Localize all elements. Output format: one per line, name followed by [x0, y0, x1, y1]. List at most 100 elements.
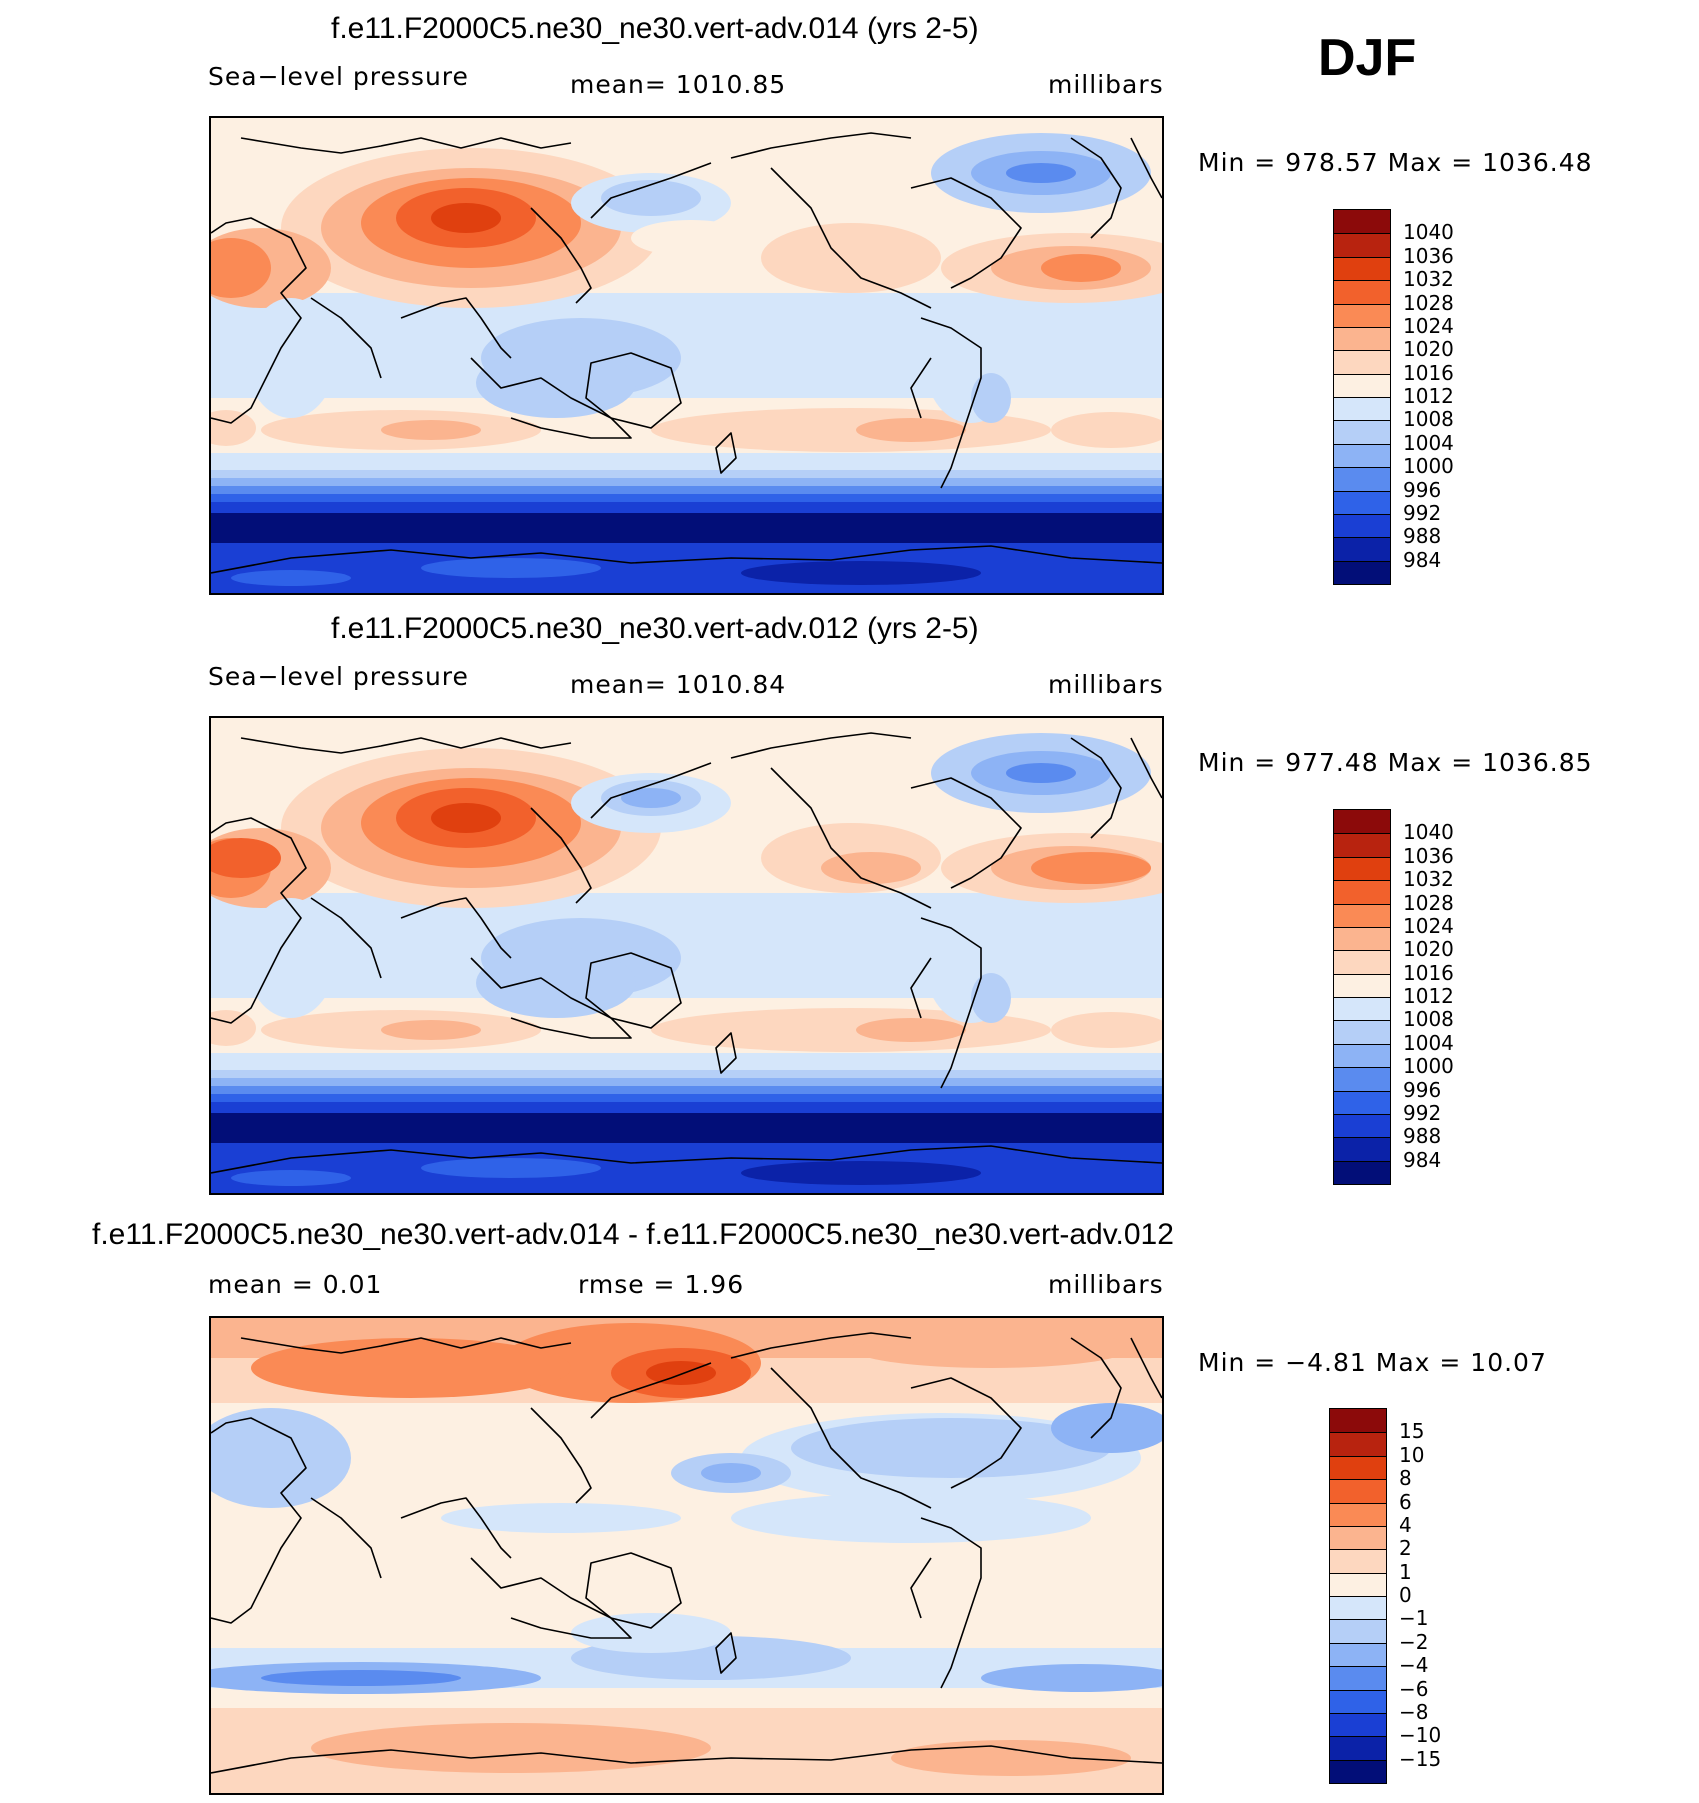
australia-coastline [585, 1552, 682, 1629]
contour-band [211, 486, 1162, 496]
coastline [730, 1332, 912, 1359]
contour-band [211, 470, 1162, 480]
contour-region [1051, 1403, 1162, 1453]
panel-2-map-svg [211, 718, 1162, 1193]
colorbar-swatch [1330, 1572, 1386, 1596]
colorbar-tick-label: 984 [1403, 1147, 1442, 1172]
colorbar-tick-label: 1040 [1403, 820, 1454, 845]
colorbar-tick-label: 1020 [1403, 937, 1454, 962]
coastline [530, 807, 592, 904]
colorbar-swatch [1334, 950, 1390, 974]
contour-region [211, 1010, 256, 1046]
panel-1-mean-label: mean= 1010.85 [570, 70, 787, 99]
coastline [240, 137, 572, 154]
contour-region [571, 1613, 731, 1653]
colorbar-swatch [1334, 420, 1390, 444]
new-zealand-coastline [715, 1632, 737, 1674]
coastline [240, 737, 572, 754]
contour-region [231, 1170, 351, 1186]
panel-1-minmax-label: Min = 978.57 Max = 1036.48 [1198, 148, 1593, 177]
colorbar-swatch [1330, 1432, 1386, 1456]
colorbar-tick-label: 1040 [1403, 220, 1454, 245]
contour-region [251, 1338, 571, 1398]
contour-band [211, 502, 1162, 514]
colorbar-swatch [1330, 1549, 1386, 1573]
contour-region [971, 973, 1011, 1023]
colorbar-tick-label: 1024 [1403, 313, 1454, 338]
coastline [920, 1517, 982, 1689]
contour-region [701, 1463, 761, 1483]
colorbar-swatch [1334, 513, 1390, 538]
contour-region [1051, 412, 1162, 448]
antarctic-coastline [211, 545, 1162, 574]
contour-region [246, 298, 336, 418]
coastline [920, 317, 982, 489]
colorbar-swatch [1330, 1666, 1386, 1690]
panel-2-title: f.e11.F2000C5.ne30_ne30.vert-adv.012 (yr… [331, 612, 979, 645]
coastline [910, 357, 932, 419]
colorbar-swatch [1334, 1090, 1390, 1114]
contour-region [231, 570, 351, 586]
colorbar-swatch [1334, 303, 1390, 327]
contour-region [246, 898, 336, 1018]
coastline [730, 732, 912, 759]
contour-region [821, 852, 921, 884]
contour-region [851, 1328, 1131, 1368]
contour-region [856, 1018, 966, 1042]
colorbar-tick-label: 996 [1403, 1077, 1442, 1102]
colorbar-tick-label: 8 [1399, 1466, 1412, 1491]
colorbar-tick-label: 10 [1399, 1442, 1425, 1467]
colorbar-tick-label: −8 [1399, 1699, 1429, 1724]
contour-band [211, 1094, 1162, 1104]
contour-band [211, 1053, 1162, 1075]
coastline [211, 817, 307, 1024]
colorbar-swatch [1330, 1502, 1386, 1526]
panel-1-units-label: millibars [1048, 70, 1164, 99]
australia-coastline [585, 352, 682, 429]
colorbar-tick-label: −2 [1399, 1629, 1429, 1654]
contour-region [261, 1670, 461, 1686]
coastline [910, 1557, 932, 1619]
contour-region [381, 420, 481, 440]
contour-region [1041, 254, 1121, 282]
colorbar-tick-label: 1 [1399, 1559, 1412, 1584]
coastline [211, 1417, 307, 1624]
panel-2-variable-label: Sea−level pressure [208, 662, 469, 691]
season-label: DJF [1318, 29, 1417, 87]
colorbar-swatch [1330, 1689, 1386, 1713]
panel-1-map [209, 116, 1164, 595]
contour-region [791, 1418, 1111, 1478]
coastline [910, 177, 1022, 289]
colorbar-tick-label: 1032 [1403, 267, 1454, 292]
coastline [400, 897, 512, 959]
contour-band [211, 1078, 1162, 1088]
contour-band [211, 453, 1162, 475]
contour-region [601, 180, 701, 216]
coastline [1070, 137, 1122, 239]
coastline [590, 162, 712, 219]
contour-region [421, 1158, 601, 1178]
contour-region [311, 1723, 711, 1773]
coastline [211, 217, 307, 424]
contour-band [211, 478, 1162, 488]
panel-1-variable-label: Sea−level pressure [208, 62, 469, 91]
colorbar-tick-label: 988 [1403, 1124, 1442, 1149]
colorbar-swatch [1334, 210, 1390, 234]
colorbar-tick-label: −4 [1399, 1653, 1429, 1678]
colorbar-tick-label: 1008 [1403, 407, 1454, 432]
contour-region [211, 238, 271, 298]
colorbar-swatch [1330, 1736, 1386, 1760]
contour-region [651, 1008, 1051, 1052]
panel-3-map-svg [211, 1318, 1162, 1793]
colorbar-tick-label: 0 [1399, 1583, 1412, 1607]
colorbar-swatch [1334, 397, 1390, 421]
panel-2-colorbar [1333, 809, 1391, 1185]
contour-region [476, 948, 636, 1018]
colorbar-swatch [1330, 1642, 1386, 1667]
antarctic-coastline [211, 1145, 1162, 1174]
coastline [1130, 737, 1162, 799]
colorbar-swatch [1334, 233, 1390, 257]
contour-band [211, 898, 1162, 948]
coastline [400, 1497, 512, 1559]
australia-coastline [585, 952, 682, 1029]
